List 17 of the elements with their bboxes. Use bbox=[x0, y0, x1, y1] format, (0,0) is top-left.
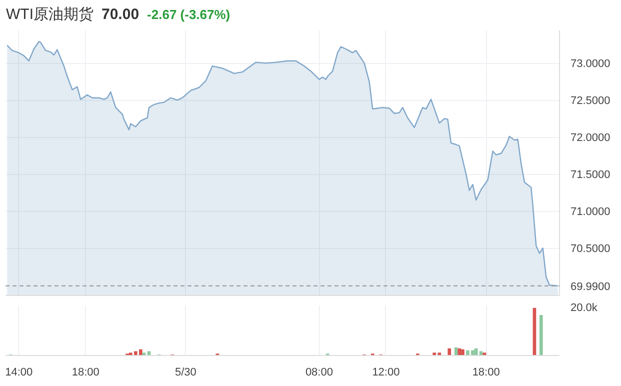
x-tick-label: 08:00 bbox=[305, 366, 333, 378]
y-tick-label: 72.5000 bbox=[570, 95, 610, 108]
y-tick-label: 72.0000 bbox=[570, 132, 610, 144]
ref-line-label: 69.9900 bbox=[570, 280, 610, 293]
y-tick-label: 71.5000 bbox=[570, 169, 610, 182]
x-tick-label: 12:00 bbox=[372, 366, 400, 378]
y-tick-label: 73.0000 bbox=[570, 58, 610, 70]
y-tick-label: 70.5000 bbox=[570, 243, 610, 256]
chart-title: WTI原油期货 bbox=[6, 6, 94, 23]
x-tick-label: 5/30 bbox=[175, 366, 196, 378]
text: -2.67 (-3.67%) bbox=[147, 7, 230, 22]
x-tick-label: 14:00 bbox=[5, 366, 33, 378]
text: 20.0k bbox=[570, 302, 598, 314]
text: 70.00 bbox=[102, 6, 140, 23]
x-tick-label: 18:00 bbox=[472, 366, 500, 378]
y-tick-label: 71.0000 bbox=[570, 206, 610, 218]
x-tick-label: 18:00 bbox=[72, 366, 100, 378]
